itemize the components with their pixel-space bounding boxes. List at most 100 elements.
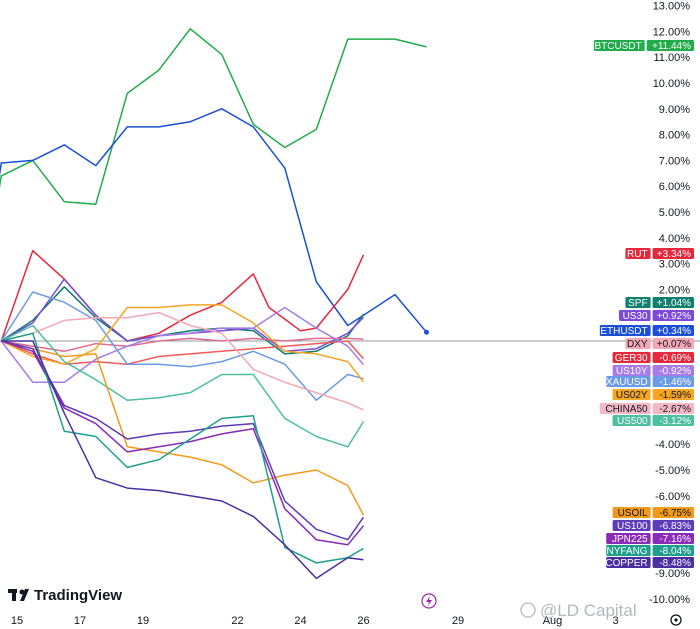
badge-value-bg xyxy=(652,507,694,518)
badge-value-bg xyxy=(652,297,694,308)
x-tick-label: Aug xyxy=(543,615,563,627)
x-tick-label: 29 xyxy=(452,615,464,627)
badge-value: -3.12% xyxy=(659,416,691,427)
badge-name: XAUUSD xyxy=(606,377,648,388)
series-line-ethusdt[interactable] xyxy=(0,108,428,333)
y-tick-label: -10.00% xyxy=(649,594,690,606)
y-tick-label: 10.00% xyxy=(653,78,691,90)
series-line-china50[interactable] xyxy=(1,311,364,411)
badge-value: -8.04% xyxy=(659,546,691,557)
badge-value: -0.92% xyxy=(659,366,691,377)
badge-name: RUT xyxy=(627,249,648,260)
y-tick-label: 11.00% xyxy=(654,52,691,64)
badge-name-bg xyxy=(625,297,651,308)
badge-value: -8.48% xyxy=(659,558,691,569)
tv-logo-text: TradingView xyxy=(34,587,122,604)
series-line-usoil[interactable] xyxy=(1,340,365,516)
badge-us10y[interactable]: US10Y -0.92% xyxy=(612,365,694,377)
badge-xauusd[interactable]: XAUUSD -1.46% xyxy=(606,376,694,388)
badge-name: DXY xyxy=(627,339,648,350)
series-line-us500[interactable] xyxy=(0,324,365,448)
series-line-spf[interactable] xyxy=(0,286,365,355)
tv-logo-slash xyxy=(20,589,29,601)
badge-value-bg xyxy=(652,325,694,336)
badge-name-bg xyxy=(606,557,651,568)
series-line-nyfang[interactable] xyxy=(1,332,364,564)
badge-value-bg xyxy=(652,403,694,414)
badge-name-bg xyxy=(612,389,651,400)
badge-value: -6.83% xyxy=(659,521,691,532)
badge-ethusdt[interactable]: ETHUSDT +0.34% xyxy=(599,325,694,337)
badge-value: +0.34% xyxy=(657,326,691,337)
badge-name: NYFANG xyxy=(606,546,647,557)
badge-dxy[interactable]: DXY +0.07% xyxy=(625,338,694,350)
badge-us100[interactable]: US100 -6.83% xyxy=(612,520,694,532)
y-tick-label: 9.00% xyxy=(659,104,690,116)
badge-value: -1.46% xyxy=(659,377,691,388)
y-tick-label: 13.00% xyxy=(653,1,691,13)
y-tick-label: 6.00% xyxy=(659,181,690,193)
badge-value: -0.69% xyxy=(659,353,691,364)
y-tick-label: 4.00% xyxy=(659,233,690,245)
y-tick-label: -5.00% xyxy=(655,465,690,477)
settings-button[interactable] xyxy=(670,614,682,626)
badge-value-bg xyxy=(652,533,694,544)
badge-value: -1.59% xyxy=(659,390,691,401)
series-line-jpn225[interactable] xyxy=(1,340,365,546)
badge-name: US30 xyxy=(623,311,648,322)
badge-name-bg xyxy=(625,338,651,349)
badge-name: US100 xyxy=(617,521,648,532)
badge-name-bg xyxy=(606,545,651,556)
badge-value-bg xyxy=(652,365,694,376)
badge-name-bg xyxy=(619,310,651,321)
event-marker[interactable] xyxy=(421,593,437,609)
badge-value: +0.07% xyxy=(657,339,691,350)
series-line-us02y[interactable] xyxy=(0,304,365,383)
badge-ger30[interactable]: GER30 -0.69% xyxy=(612,352,694,364)
badge-name: GER30 xyxy=(615,353,648,364)
badge-us02y[interactable]: US02Y -1.59% xyxy=(612,389,694,401)
badge-us500[interactable]: US500 -3.12% xyxy=(612,415,694,427)
series-line-xauusd[interactable] xyxy=(0,291,364,402)
badge-value: +1.04% xyxy=(657,298,691,309)
badge-usoil[interactable]: USOIL -6.75% xyxy=(612,507,694,519)
lightning-icon-circle xyxy=(421,593,437,609)
badge-value: -7.16% xyxy=(659,534,691,545)
gear-icon xyxy=(670,614,682,626)
badge-us30[interactable]: US30 +0.92% xyxy=(619,310,694,322)
badge-name-bg xyxy=(612,365,651,376)
y-tick-label: 8.00% xyxy=(659,130,690,142)
badge-btcusdt[interactable]: BTCUSDT +11.44% xyxy=(593,40,694,52)
y-tick-label: 7.00% xyxy=(659,155,690,167)
badge-name-bg xyxy=(606,533,651,544)
gear-icon-center xyxy=(674,618,678,622)
badge-name-bg xyxy=(593,40,645,51)
x-tick-label: 24 xyxy=(294,615,306,627)
badge-jpn225[interactable]: JPN225 -7.16% xyxy=(606,533,694,545)
badge-name-bg xyxy=(606,376,651,387)
badge-china50[interactable]: CHINA50 -2.67% xyxy=(599,403,694,415)
y-tick-label: -9.00% xyxy=(655,568,690,580)
tradingview-logo[interactable]: TradingView xyxy=(8,587,122,604)
badge-name-bg xyxy=(612,352,651,363)
x-axis: 15 17 19 22 24 26 29 Aug 3 xyxy=(11,615,619,627)
badge-name: JPN225 xyxy=(612,534,648,545)
badge-spf[interactable]: SPF +1.04% xyxy=(625,297,694,309)
badge-name: SPF xyxy=(628,298,647,309)
x-tick-label: 15 xyxy=(11,615,23,627)
badge-copper[interactable]: COPPER -8.48% xyxy=(605,557,694,569)
badge-value: +3.34% xyxy=(657,249,691,260)
series-line-btcusdt[interactable] xyxy=(0,28,427,269)
watermark-text: @LD Capital xyxy=(540,601,637,620)
series-line-copper[interactable] xyxy=(1,340,364,580)
series-endpoint-ethusdt xyxy=(424,329,429,335)
badge-rut[interactable]: RUT +3.34% xyxy=(625,248,694,260)
series-line-dxy[interactable] xyxy=(1,337,364,353)
series-line-us30[interactable] xyxy=(0,278,365,353)
badge-value-bg xyxy=(652,389,694,400)
x-tick-label: 3 xyxy=(612,615,618,627)
series-line-us100[interactable] xyxy=(1,340,365,541)
x-tick-label: 19 xyxy=(137,615,149,627)
badge-nyfang[interactable]: NYFANG -8.04% xyxy=(606,545,694,557)
series-line-us10y[interactable] xyxy=(0,306,365,384)
